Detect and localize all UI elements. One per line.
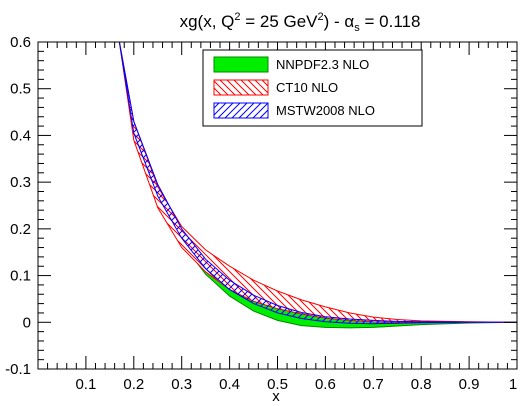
legend: NNPDF2.3 NLO CT10 NLO MSTW2008 NLO [202,49,423,127]
legend-swatch-ct10 [213,79,269,96]
x-tick-label: 0.4 [219,376,240,393]
y-tick-label: 0.2 [10,221,31,238]
x-tick-label: 0.7 [363,376,384,393]
chart-title: xg(x, Q2 = 25 GeV2) - αs = 0.118 [180,11,421,34]
legend-swatch-nnpdf [213,56,269,73]
x-tick-label: 0.9 [459,376,480,393]
x-tick-label: 0.6 [315,376,336,393]
legend-entry-mstw: MSTW2008 NLO [213,102,375,119]
legend-entry-nnpdf: NNPDF2.3 NLO [213,56,369,73]
series-band-mstw [118,42,517,325]
legend-label-mstw: MSTW2008 NLO [276,103,375,118]
x-tick-label: 0.8 [411,376,432,393]
y-tick-label: 0 [23,314,31,331]
y-tick-label: -0.1 [5,361,31,378]
x-axis-label: x [272,388,280,405]
x-tick-label: 0.5 [267,376,288,393]
y-tick-label: 0.6 [10,34,31,51]
legend-label-ct10: CT10 NLO [276,80,338,95]
y-tick-label: 0.5 [10,81,31,98]
x-tick-label: 0.2 [123,376,144,393]
x-tick-label: 0.1 [75,376,96,393]
series-bands [118,42,517,329]
legend-swatch-mstw [213,102,269,119]
y-tick-label: 0.4 [10,127,31,144]
legend-entry-ct10: CT10 NLO [213,79,338,96]
x-tick-label: 1 [509,376,517,393]
x-tick-label: 0.3 [171,376,192,393]
y-tick-label: 0.1 [10,268,31,285]
legend-label-nnpdf: NNPDF2.3 NLO [276,57,369,72]
y-tick-label: 0.3 [10,174,31,191]
x-axis: 0.1 0.2 0.3 0.4 0.5 0.6 0.7 0.8 0.9 1 [37,42,518,393]
y-axis: -0.1 0 0.1 0.2 0.3 0.4 0.5 0.6 [5,34,517,378]
